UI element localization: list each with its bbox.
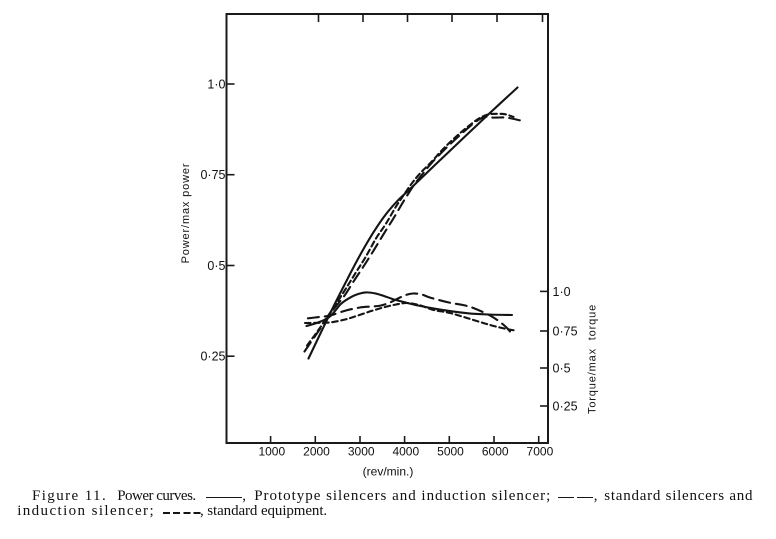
svg-text:0·25: 0·25 xyxy=(200,350,225,364)
svg-text:1000: 1000 xyxy=(258,445,285,459)
svg-text:0·75: 0·75 xyxy=(200,168,225,182)
svg-text:1·0: 1·0 xyxy=(553,285,571,299)
svg-text:Power/max power: Power/max power xyxy=(180,163,192,264)
svg-text:2000: 2000 xyxy=(303,445,330,459)
svg-text:0·5: 0·5 xyxy=(207,259,225,273)
svg-text:6000: 6000 xyxy=(482,445,509,459)
svg-text:0·5: 0·5 xyxy=(553,361,571,375)
svg-text:0·25: 0·25 xyxy=(553,399,578,413)
svg-text:4000: 4000 xyxy=(392,445,419,459)
svg-text:Torque/max torque: Torque/max torque xyxy=(587,304,599,414)
svg-text:3000: 3000 xyxy=(348,445,375,459)
svg-text:1·0: 1·0 xyxy=(207,77,225,91)
svg-text:5000: 5000 xyxy=(437,445,464,459)
svg-text:0·75: 0·75 xyxy=(553,324,578,338)
svg-text:(rev/min.): (rev/min.) xyxy=(363,465,414,479)
svg-text:7000: 7000 xyxy=(527,445,554,459)
